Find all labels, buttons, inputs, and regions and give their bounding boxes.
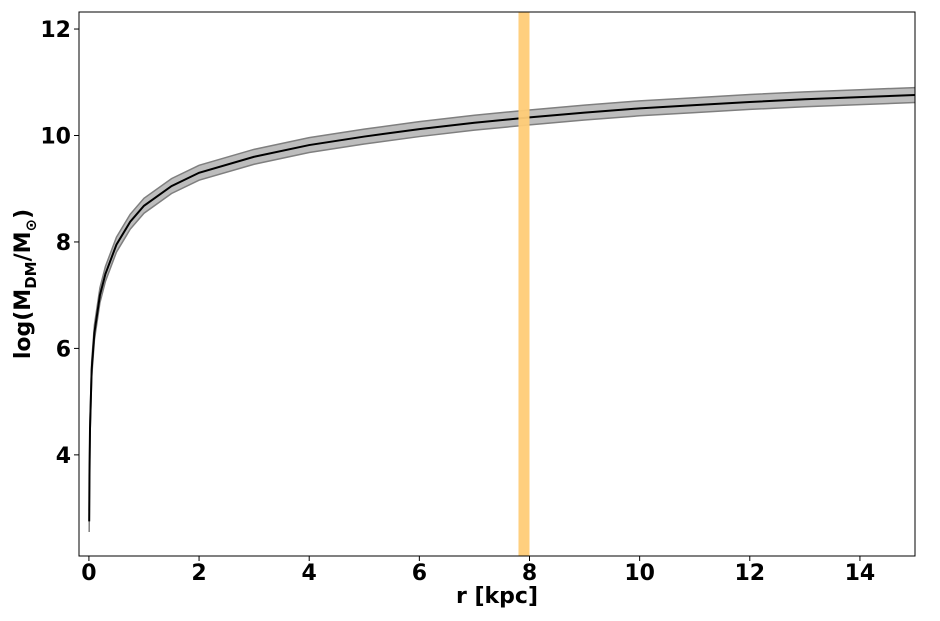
plot-frame (78, 11, 916, 557)
x-tick-label: 0 (81, 561, 96, 586)
y-label-sub: DM (22, 261, 40, 288)
y-label-sub: ⊙ (22, 219, 40, 232)
y-axis-label: log(MDM/M⊙) (11, 209, 40, 359)
x-tick-label: 14 (845, 561, 876, 586)
x-tick-label: 10 (624, 561, 655, 586)
band-upper-edge (88, 86, 916, 511)
y-tick-label: 12 (40, 18, 71, 43)
y-tick-label: 10 (40, 124, 71, 149)
x-tick-label: 8 (522, 561, 537, 586)
x-tick-label: 2 (191, 561, 206, 586)
y-tick-label: 4 (56, 444, 71, 469)
y-label-part: /M (11, 231, 36, 261)
x-axis-label: r [kpc] (456, 584, 538, 609)
x-tick-label: 6 (412, 561, 427, 586)
y-label-part: log(M (11, 289, 36, 359)
x-tick-label: 12 (734, 561, 765, 586)
line (88, 94, 916, 522)
y-tick-label: 8 (56, 231, 71, 256)
x-tick-label: 4 (302, 561, 317, 586)
uncertainty-band (89, 87, 915, 533)
y-tick-label: 6 (56, 337, 71, 362)
y-label-part: ) (11, 209, 36, 219)
vertical-span (518, 12, 530, 556)
